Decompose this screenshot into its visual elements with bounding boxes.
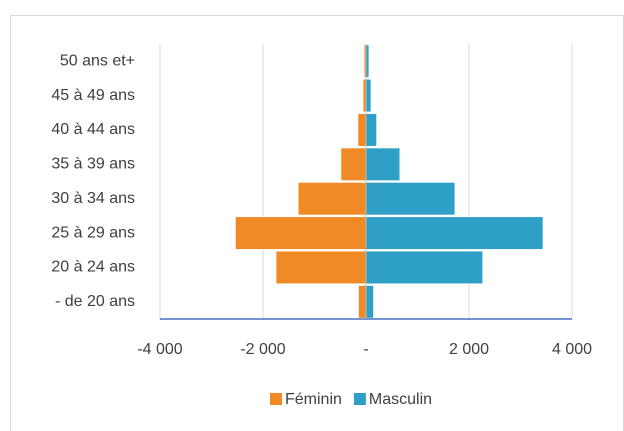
bar xyxy=(365,181,456,216)
bar xyxy=(365,284,375,319)
bar xyxy=(275,250,367,285)
y-tick-label: 50 ans et+ xyxy=(60,52,135,69)
x-tick-label: -4 000 xyxy=(137,341,182,358)
bar xyxy=(365,147,401,182)
bar xyxy=(365,250,484,285)
y-tick-label: - de 20 ans xyxy=(55,293,135,310)
x-tick-label: -2 000 xyxy=(240,341,285,358)
legend-swatch xyxy=(270,393,282,405)
legend-swatch xyxy=(353,393,366,405)
bar xyxy=(234,216,367,251)
bar xyxy=(365,216,544,251)
y-tick-label: 30 à 34 ans xyxy=(51,190,135,207)
bar xyxy=(340,147,367,182)
y-tick-label: 25 à 29 ans xyxy=(51,224,135,241)
bar xyxy=(365,78,372,113)
bar xyxy=(357,112,367,147)
legend-label: Féminin xyxy=(285,391,342,408)
x-tick-label: - xyxy=(363,341,368,358)
y-tick-label: 20 à 24 ans xyxy=(51,259,135,276)
bar xyxy=(357,284,367,319)
bar xyxy=(365,112,378,147)
y-tick-label: 40 à 44 ans xyxy=(51,121,135,138)
bar xyxy=(297,181,367,216)
y-tick-label: 35 à 39 ans xyxy=(51,156,135,173)
legend-label: Masculin xyxy=(369,391,432,408)
y-tick-label: 45 à 49 ans xyxy=(51,87,135,104)
x-tick-label: 4 000 xyxy=(552,341,592,358)
x-tick-label: 2 000 xyxy=(449,341,489,358)
